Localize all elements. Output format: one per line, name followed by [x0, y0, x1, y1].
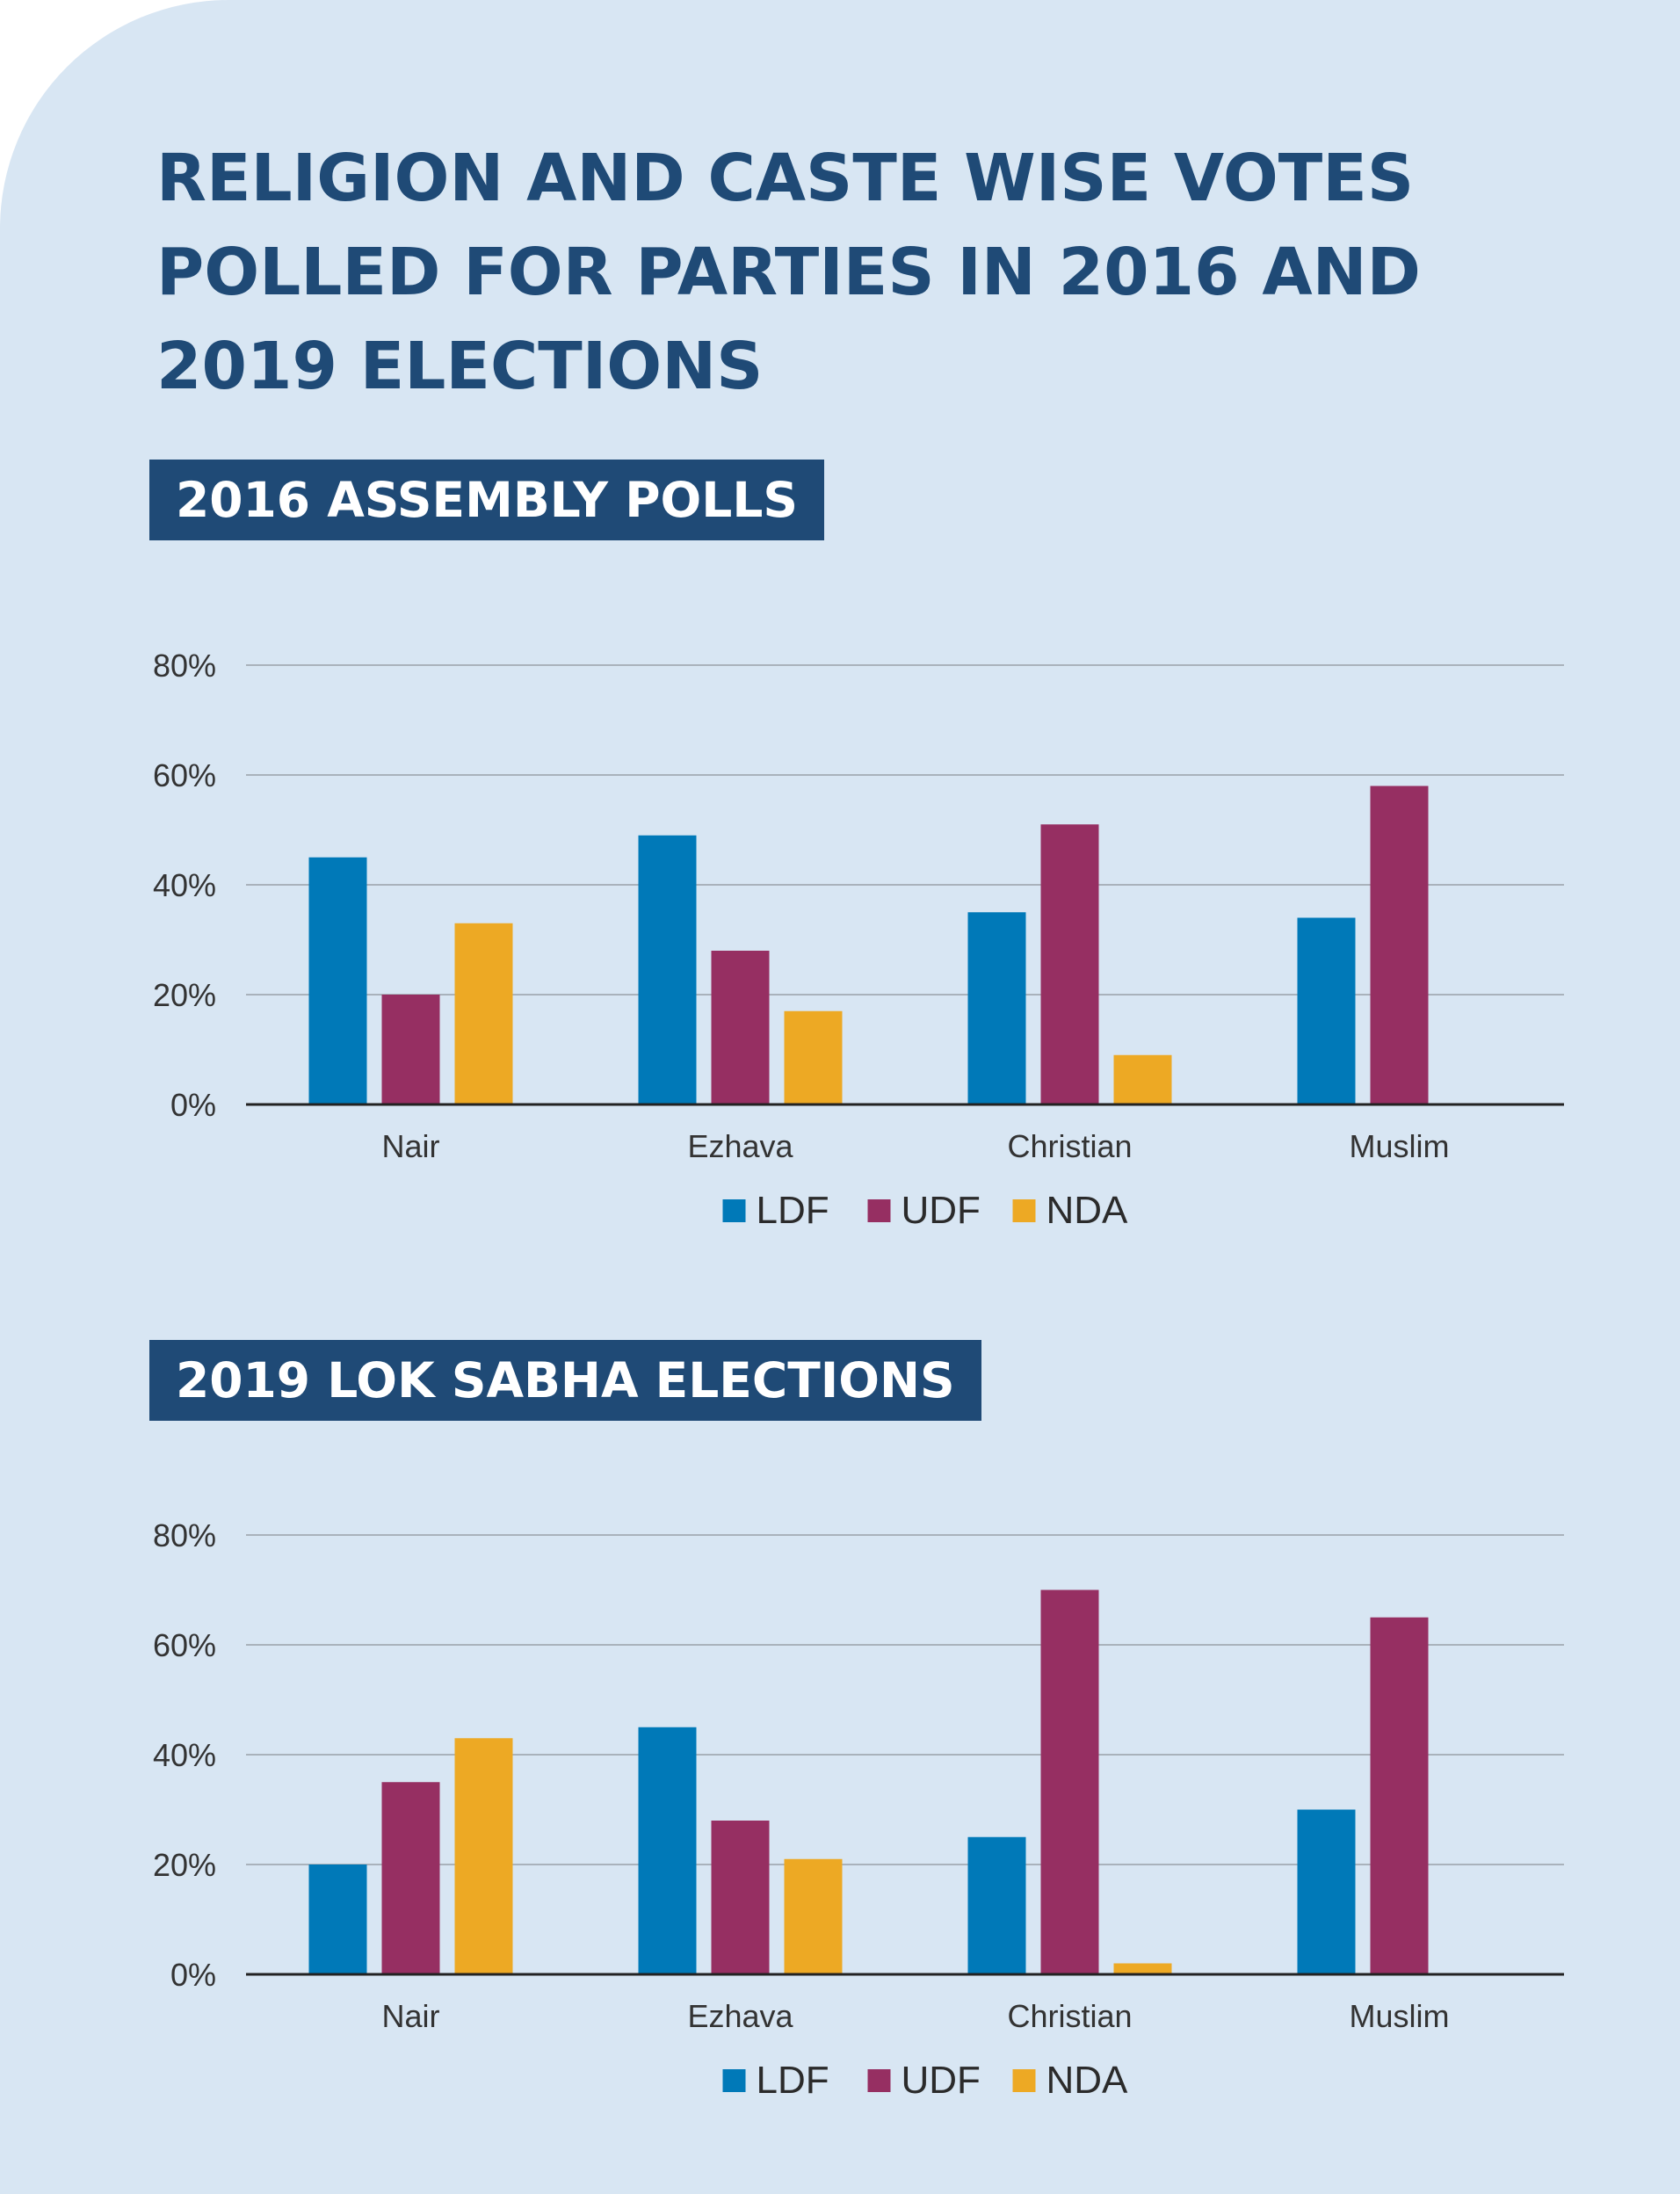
y-tick-label: 0% — [170, 1957, 216, 1993]
x-tick-label: Ezhava — [687, 1998, 793, 2034]
legend-swatch-udf — [867, 2069, 891, 2092]
legend-label-nda: NDA — [1046, 2059, 1129, 2102]
y-tick-label: 60% — [153, 757, 216, 793]
bar-ldf-muslim — [1297, 1809, 1356, 1974]
bar-ldf-muslim — [1297, 917, 1356, 1104]
chart-title-2016: 2016 ASSEMBLY POLLS — [149, 460, 824, 540]
y-tick-label: 60% — [153, 1627, 216, 1663]
bar-ldf-ezhava — [638, 1727, 697, 1974]
x-tick-label: Christian — [1007, 1998, 1132, 2034]
x-tick-label: Muslim — [1350, 1998, 1450, 2034]
y-tick-label: 20% — [153, 1847, 216, 1883]
legend-label-udf: UDF — [902, 2059, 981, 2102]
legend-label-nda: NDA — [1046, 1189, 1129, 1232]
x-tick-label: Muslim — [1350, 1128, 1450, 1164]
bar-udf-muslim — [1370, 786, 1429, 1104]
bar-ldf-nair — [308, 857, 367, 1104]
y-tick-label: 80% — [153, 1517, 216, 1553]
x-tick-label: Nair — [381, 1998, 439, 2034]
bar-udf-nair — [381, 1782, 440, 1974]
bar-udf-ezhava — [711, 1821, 770, 1974]
x-tick-label: Ezhava — [687, 1128, 793, 1164]
bar-udf-muslim — [1370, 1617, 1429, 1974]
legend-swatch-udf — [867, 1199, 891, 1222]
bar-udf-christian — [1040, 1589, 1099, 1974]
bar-udf-christian — [1040, 824, 1099, 1104]
bar-chart-2019: 0% 20% 40% 60% 80% Nair Ezhava Christian Muslim L… — [153, 1517, 1564, 2102]
bar-chart-2016: 0% 20% 40% 60% 80% Nair Ezhava Christian Muslim L… — [153, 648, 1564, 1232]
y-tick-label: 40% — [153, 1737, 216, 1773]
legend-label-udf: UDF — [902, 1189, 981, 1232]
bar-nda-christian — [1113, 1963, 1172, 1974]
bar-ldf-christian — [967, 912, 1026, 1104]
legend-swatch-nda — [1012, 1199, 1036, 1222]
bar-nda-nair — [454, 923, 513, 1104]
legend-label-ldf: LDF — [757, 1189, 829, 1232]
legend-swatch-nda — [1012, 2069, 1036, 2092]
y-tick-label: 20% — [153, 977, 216, 1013]
x-tick-label: Nair — [381, 1128, 439, 1164]
y-tick-label: 40% — [153, 867, 216, 903]
page-title: RELIGION AND CASTE WISE VOTES POLLED FOR… — [156, 141, 1421, 404]
y-tick-label: 80% — [153, 648, 216, 684]
bar-ldf-christian — [967, 1836, 1026, 1974]
x-tick-label: Christian — [1007, 1128, 1132, 1164]
bar-nda-nair — [454, 1738, 513, 1974]
bar-udf-nair — [381, 995, 440, 1104]
legend-label-ldf: LDF — [757, 2059, 829, 2102]
legend-swatch-ldf — [722, 1199, 746, 1222]
chart-title-2019: 2019 LOK SABHA ELECTIONS — [149, 1340, 981, 1421]
bar-ldf-nair — [308, 1865, 367, 1974]
y-tick-label: 0% — [170, 1087, 216, 1123]
bar-nda-ezhava — [784, 1858, 843, 1974]
bar-nda-ezhava — [784, 1010, 843, 1104]
bar-udf-ezhava — [711, 951, 770, 1104]
bar-ldf-ezhava — [638, 835, 697, 1104]
legend-swatch-ldf — [722, 2069, 746, 2092]
bar-nda-christian — [1113, 1054, 1172, 1104]
